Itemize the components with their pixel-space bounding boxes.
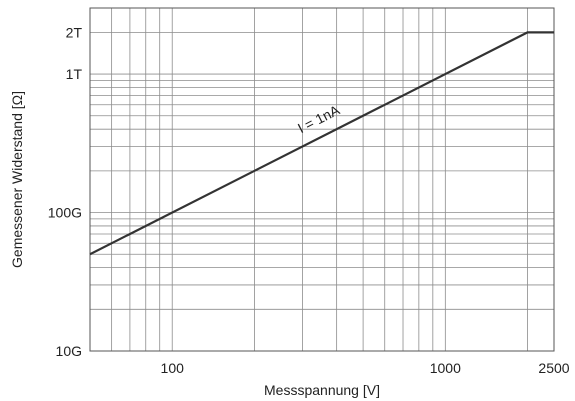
series-line bbox=[89, 31, 554, 256]
plot-frame bbox=[89, 7, 555, 352]
x-tick-label: 2500 bbox=[538, 360, 569, 376]
y-tick-label: 10G bbox=[56, 343, 82, 359]
y-tick-labels: 10G 100G 1T 2T bbox=[48, 24, 83, 359]
x-tick-labels: 100 1000 2500 bbox=[161, 360, 570, 376]
y-tick-label: 100G bbox=[48, 205, 82, 221]
y-tick-label: 2T bbox=[66, 24, 83, 40]
x-tick-label: 1000 bbox=[430, 360, 461, 376]
grid bbox=[90, 8, 554, 351]
y-tick-label: 1T bbox=[66, 66, 83, 82]
series-layer bbox=[89, 31, 554, 256]
y-axis-label: Gemessener Widerstand [Ω] bbox=[9, 91, 25, 268]
x-axis-label: Messspannung [V] bbox=[264, 382, 380, 398]
x-tick-label: 100 bbox=[161, 360, 185, 376]
